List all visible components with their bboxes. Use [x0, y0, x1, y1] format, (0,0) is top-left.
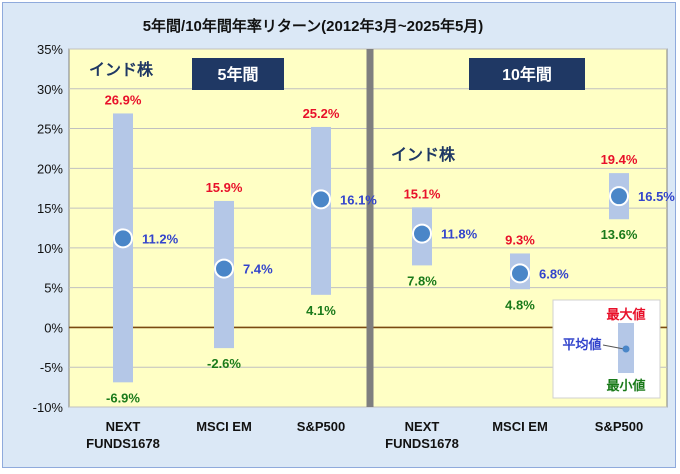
category-group: 25.2% 16.1% 4.1% S&P500	[297, 106, 378, 434]
mean-point	[113, 228, 133, 249]
x-tick-label: MSCI EM	[492, 419, 548, 434]
mean-point	[214, 258, 234, 279]
max-value-label: 25.2%	[303, 106, 340, 121]
mean-point	[412, 223, 432, 244]
legend-box	[552, 299, 661, 399]
mean-value-label: 16.1%	[340, 192, 377, 207]
panel-label: 10年間	[502, 65, 552, 84]
min-value-label: -2.6%	[207, 356, 241, 371]
mean-point	[609, 186, 629, 207]
min-value-label: 13.6%	[601, 227, 638, 242]
x-tick-label: NEXT	[405, 419, 440, 434]
y-tick-label: -5%	[40, 360, 64, 375]
category-group: 9.3% 6.8% 4.8% MSCI EM	[492, 232, 569, 434]
legend-mean-point	[622, 345, 630, 353]
category-group: 15.9% 7.4% -2.6% MSCI EM	[196, 180, 273, 434]
panel-1: 5年間 インド株 26.9% 11.2% -6.9% NEXT FUNDS1678 15.9%…	[86, 58, 377, 451]
range-chart: 5年間/10年間年率リターン(2012年3月~2025年5月) -10% -5% 0…	[33, 17, 676, 451]
panel-label: 5年間	[218, 65, 259, 84]
y-tick-label: 20%	[37, 161, 63, 176]
y-tick-label: 0%	[44, 320, 63, 335]
panels: 5年間インド株26.9%11.2%-6.9%NEXTFUNDS167815.9%…	[86, 49, 675, 451]
mean-value-label: 6.8%	[539, 266, 569, 281]
annotation-label: インド株	[391, 145, 456, 164]
x-tick-label: FUNDS1678	[86, 436, 160, 451]
chart-title: 5年間/10年間年率リターン(2012年3月~2025年5月)	[143, 17, 484, 35]
panel-label-box	[192, 58, 284, 90]
category-group: 26.9% 11.2% -6.9% NEXT FUNDS1678	[86, 92, 178, 451]
x-tick-label: S&P500	[595, 419, 643, 434]
legend-mean-label: 平均値	[562, 337, 601, 352]
legend-max-label: 最大値	[606, 307, 645, 322]
legend-leader-line	[602, 344, 625, 350]
x-tick-label: NEXT	[106, 419, 141, 434]
x-tick-label: FUNDS1678	[385, 436, 459, 451]
category-group: 15.1% 11.8% 7.8% NEXT FUNDS1678	[385, 186, 477, 451]
panel-label-box	[469, 58, 585, 90]
mean-point	[510, 263, 530, 284]
mean-point	[311, 189, 331, 210]
max-value-label: 15.9%	[206, 180, 243, 195]
min-value-label: 4.1%	[306, 303, 336, 318]
x-tick-label: S&P500	[297, 419, 345, 434]
x-tick-label: MSCI EM	[196, 419, 252, 434]
mean-value-label: 7.4%	[243, 262, 273, 277]
y-tick-label: -10%	[33, 400, 64, 415]
min-value-label: 4.8%	[505, 297, 535, 312]
range-bar	[311, 126, 331, 295]
y-tick-label: 5%	[44, 281, 63, 296]
mean-value-label: 11.8%	[441, 227, 478, 242]
y-tick-label: 35%	[37, 42, 63, 57]
max-value-label: 9.3%	[505, 232, 535, 247]
max-value-label: 19.4%	[601, 152, 638, 167]
y-tick-label: 15%	[37, 201, 63, 216]
annotation-label: インド株	[89, 60, 154, 79]
legend-min-label: 最小値	[606, 378, 645, 393]
category-group: 19.4% 16.5% 13.6% S&P500	[595, 152, 676, 434]
y-tick-label: 25%	[37, 122, 63, 137]
max-value-label: 26.9%	[105, 92, 142, 107]
max-value-label: 15.1%	[404, 186, 441, 201]
chart-frame: 5年間/10年間年率リターン(2012年3月~2025年5月) -10% -5% 0…	[2, 2, 676, 468]
min-value-label: -6.9%	[106, 390, 140, 405]
mean-value-label: 11.2%	[142, 231, 179, 246]
mean-value-label: 16.5%	[638, 189, 675, 204]
y-axis: -10% -5% 0% 5% 10% 15% 20% 25% 30% 35%	[33, 42, 64, 415]
y-tick-label: 10%	[37, 241, 63, 256]
y-tick-label: 30%	[37, 82, 63, 97]
min-value-label: 7.8%	[407, 273, 437, 288]
